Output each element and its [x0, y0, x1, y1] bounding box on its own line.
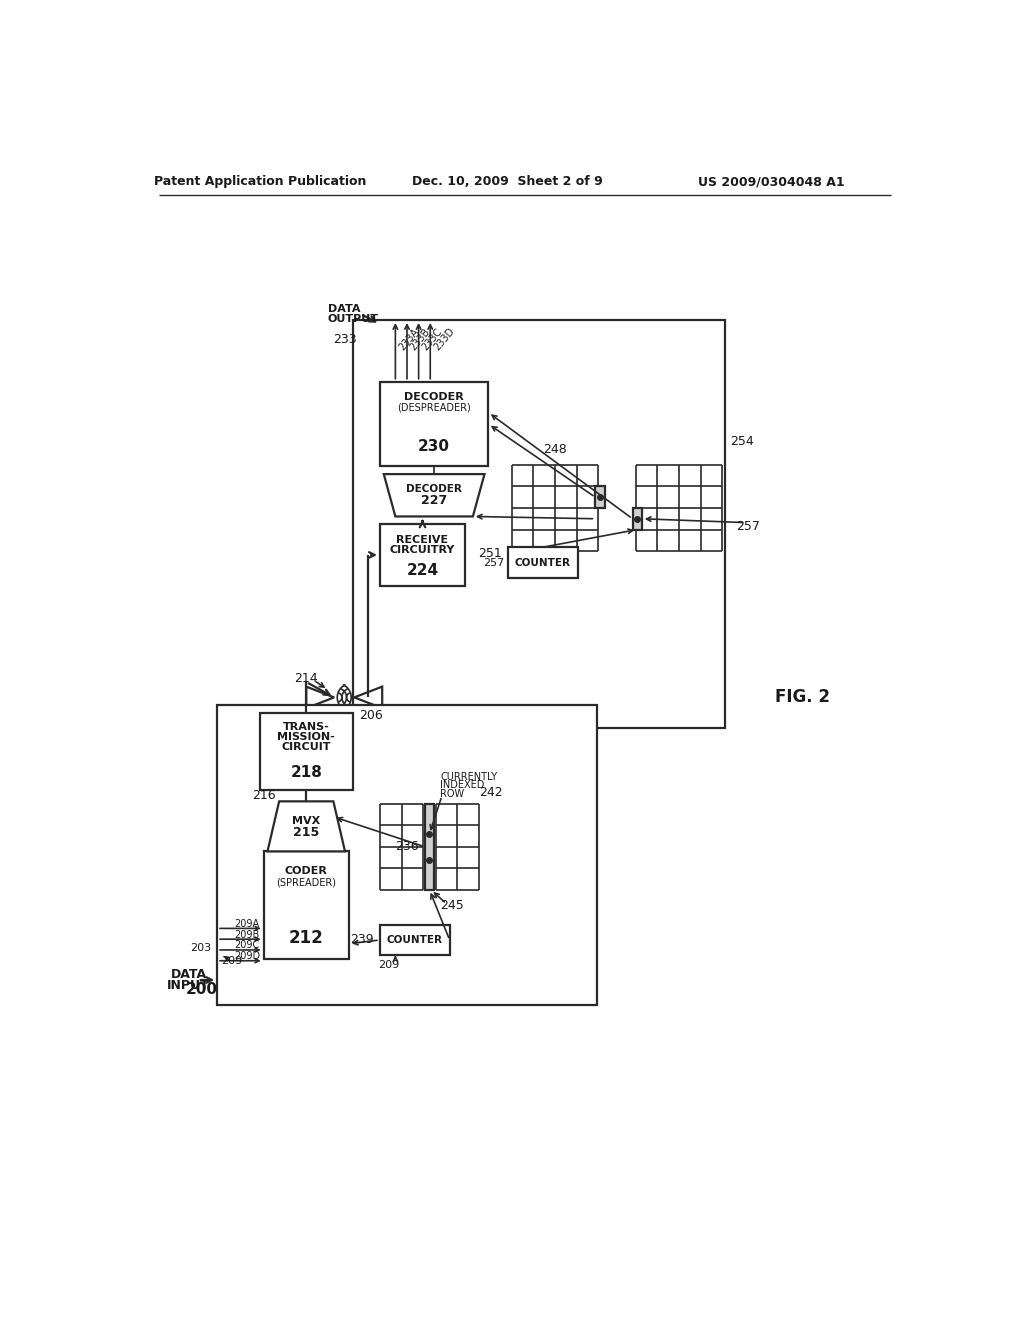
Text: COUNTER: COUNTER	[387, 935, 442, 945]
Text: 236: 236	[395, 841, 419, 853]
Text: MISSION-: MISSION-	[278, 731, 335, 742]
Text: 209: 209	[378, 960, 399, 970]
Text: DATA: DATA	[170, 968, 207, 981]
Text: INPUT: INPUT	[167, 979, 210, 991]
Polygon shape	[306, 686, 334, 708]
Bar	[425, 804, 434, 890]
Text: RECEIVE: RECEIVE	[396, 535, 449, 545]
Text: TRANS-: TRANS-	[283, 722, 330, 731]
Text: CURRENTLY: CURRENTLY	[440, 772, 498, 781]
Text: 227: 227	[421, 494, 447, 507]
Text: 233C: 233C	[420, 326, 444, 352]
Text: CIRCUIT: CIRCUIT	[282, 742, 331, 751]
Text: 200: 200	[185, 982, 218, 998]
Text: 212: 212	[289, 929, 324, 946]
Text: (SPREADER): (SPREADER)	[276, 878, 336, 887]
Text: 242: 242	[479, 785, 503, 799]
Text: MVX: MVX	[292, 816, 321, 825]
Text: CIRCUITRY: CIRCUITRY	[390, 545, 456, 554]
Text: 214: 214	[295, 672, 318, 685]
Text: CODER: CODER	[285, 866, 328, 875]
Text: 233: 233	[334, 333, 357, 346]
Bar	[352, 321, 725, 729]
Text: INDEXED: INDEXED	[440, 780, 484, 791]
Text: 218: 218	[291, 766, 323, 780]
Text: 251: 251	[478, 546, 502, 560]
Bar	[217, 705, 597, 1006]
Bar	[595, 487, 604, 508]
Polygon shape	[267, 801, 345, 851]
Text: OUTPUT: OUTPUT	[328, 314, 379, 323]
Text: 245: 245	[440, 899, 464, 912]
Text: DATA: DATA	[328, 304, 360, 314]
Text: 257: 257	[482, 557, 504, 568]
Text: 254: 254	[730, 436, 754, 449]
Text: DECODER: DECODER	[407, 484, 462, 495]
Text: (DESPREADER): (DESPREADER)	[397, 403, 471, 413]
Text: 216: 216	[252, 788, 275, 801]
Text: 257: 257	[736, 520, 760, 533]
Bar	[508, 548, 578, 578]
Text: 215: 215	[293, 826, 319, 840]
Text: Patent Application Publication: Patent Application Publication	[154, 176, 366, 187]
Text: 209C: 209C	[234, 940, 259, 950]
Bar	[263, 851, 349, 960]
Text: 209A: 209A	[234, 919, 259, 929]
Bar	[633, 508, 642, 529]
Text: 209D: 209D	[234, 952, 260, 961]
Text: COUNTER: COUNTER	[515, 557, 570, 568]
Text: 206: 206	[359, 709, 383, 722]
Bar	[380, 524, 465, 586]
Text: 233B: 233B	[409, 326, 432, 352]
Text: 224: 224	[407, 562, 438, 578]
Polygon shape	[354, 686, 382, 708]
Text: 203: 203	[190, 942, 212, 953]
Bar	[380, 381, 488, 466]
Text: ROW: ROW	[440, 788, 465, 799]
Text: 239: 239	[350, 933, 374, 946]
Text: US 2009/0304048 A1: US 2009/0304048 A1	[698, 176, 845, 187]
Text: 233A: 233A	[397, 326, 421, 352]
Text: Dec. 10, 2009  Sheet 2 of 9: Dec. 10, 2009 Sheet 2 of 9	[413, 176, 603, 187]
Text: FIG. 2: FIG. 2	[775, 689, 829, 706]
Text: DECODER: DECODER	[404, 392, 464, 403]
Bar	[380, 924, 450, 956]
Bar	[260, 713, 352, 789]
Text: 248: 248	[543, 444, 567, 455]
Polygon shape	[384, 474, 484, 516]
Text: 230: 230	[418, 438, 451, 454]
Text: 209: 209	[221, 956, 243, 966]
Text: 233D: 233D	[432, 326, 457, 352]
Text: 209B: 209B	[234, 929, 259, 940]
